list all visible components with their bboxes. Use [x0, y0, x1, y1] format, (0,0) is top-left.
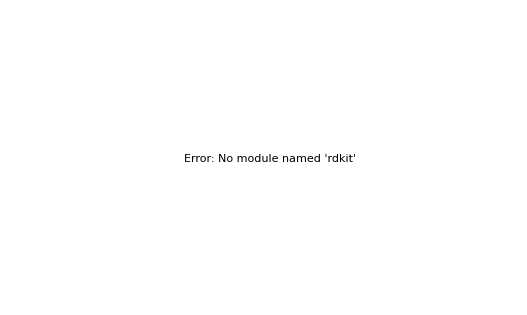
Text: Error: No module named 'rdkit': Error: No module named 'rdkit' — [184, 154, 356, 164]
